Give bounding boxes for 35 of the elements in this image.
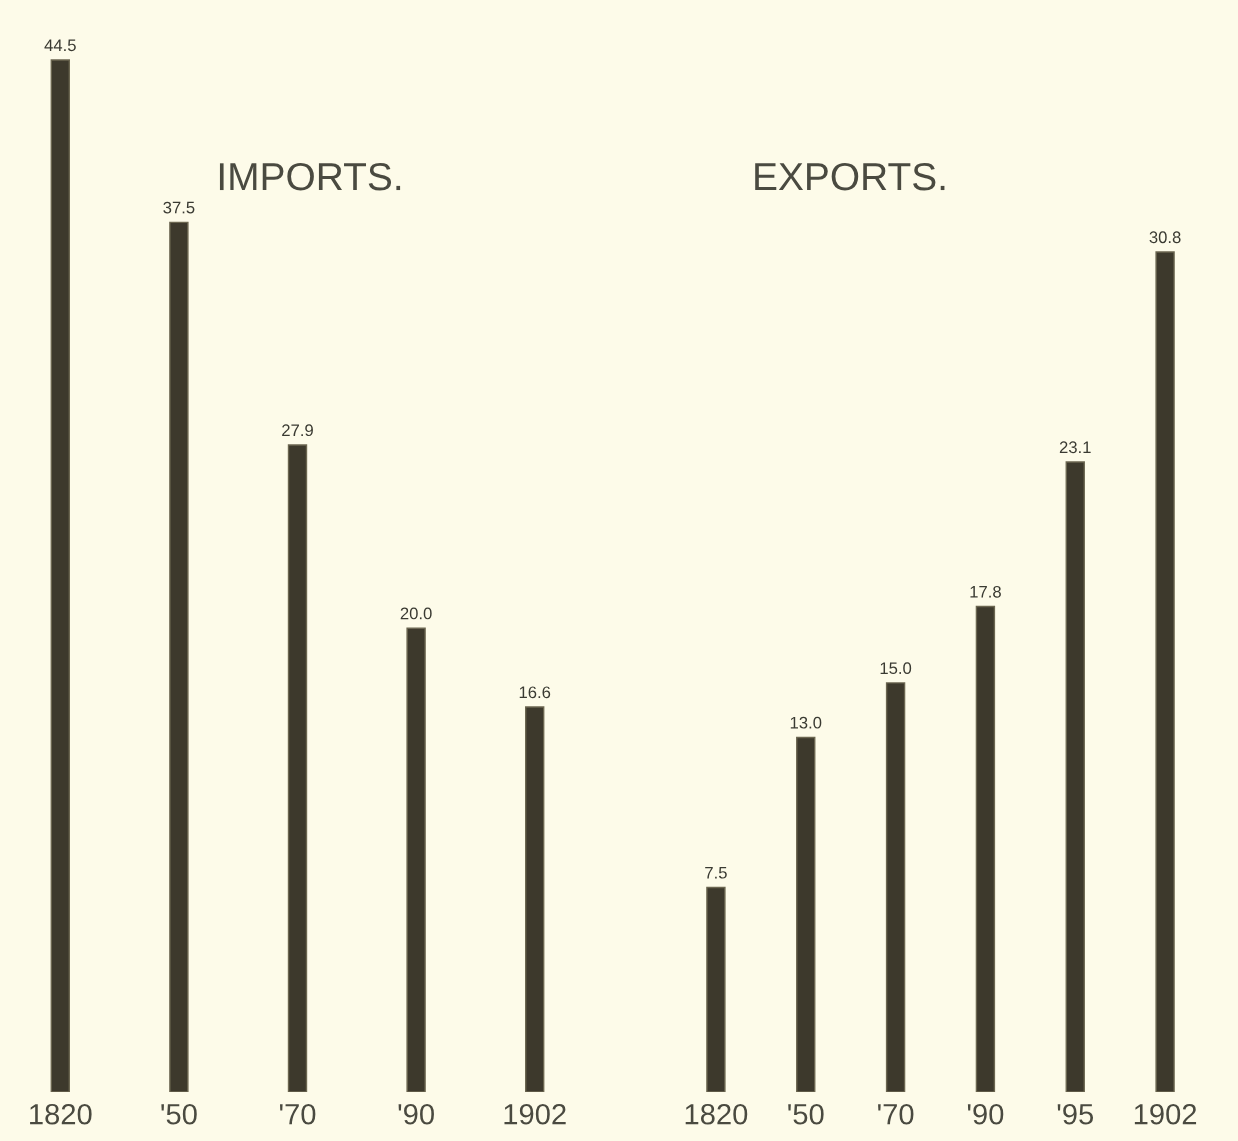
bar (975, 605, 996, 1092)
bar (1065, 461, 1085, 1092)
data-label: 30.8 (1149, 231, 1181, 244)
x-tick-label: '50 (161, 1103, 197, 1125)
bar (796, 736, 816, 1092)
x-tick-label: '90 (967, 1103, 1004, 1125)
bar (287, 444, 308, 1092)
chart-title: EXPORTS. (755, 162, 945, 191)
x-tick-label: '90 (398, 1103, 434, 1125)
data-label: 7.5 (705, 866, 727, 879)
data-label: 15.0 (880, 662, 912, 675)
x-tick-label: 1820 (30, 1103, 92, 1125)
bar (1155, 251, 1175, 1092)
data-label: 13.0 (790, 716, 822, 729)
x-tick-label: 1902 (504, 1103, 566, 1125)
bar (169, 221, 189, 1092)
data-label: 37.5 (163, 201, 195, 214)
data-label: 16.6 (519, 686, 551, 699)
bar (50, 59, 70, 1092)
bar (406, 627, 426, 1092)
x-tick-label: '95 (1057, 1103, 1094, 1125)
x-tick-label: '50 (788, 1103, 824, 1125)
x-tick-label: 1902 (1134, 1103, 1197, 1125)
x-tick-label: '70 (878, 1103, 914, 1125)
bar (885, 682, 906, 1092)
x-tick-label: 1820 (685, 1103, 748, 1125)
data-label: 27.9 (282, 424, 313, 437)
text: IMPORTS. (219, 162, 401, 191)
x-tick-label: '70 (279, 1103, 316, 1125)
data-label: 23.1 (1059, 441, 1091, 454)
data-label: 17.8 (970, 585, 1001, 598)
data-label: 20.0 (400, 607, 432, 620)
data-label: 44.5 (44, 39, 76, 52)
bar (525, 706, 545, 1092)
bar (706, 886, 726, 1092)
